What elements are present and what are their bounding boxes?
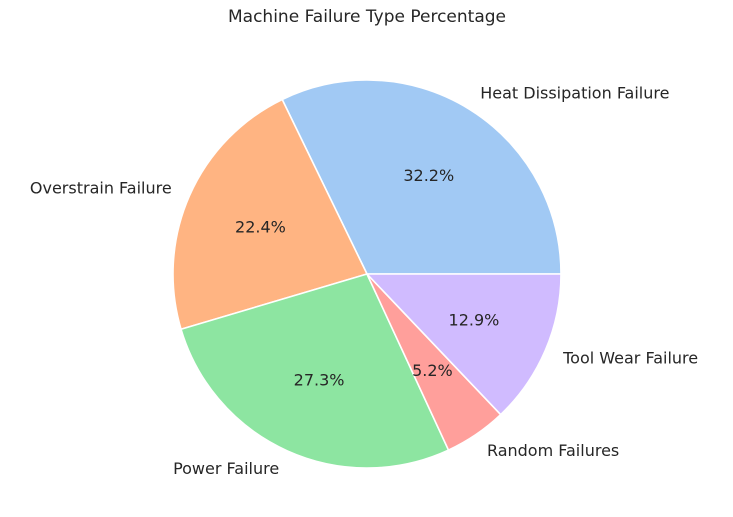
slice-label-random-failures: Random Failures	[487, 441, 619, 460]
slice-overstrain-failure	[172, 98, 368, 331]
pct-label-tool-wear-failure: 12.9%	[449, 310, 500, 329]
pct-label-heat-dissipation-failure: 32.2%	[403, 166, 454, 185]
slice-label-overstrain-failure: Overstrain Failure	[30, 179, 172, 198]
slice-label-heat-dissipation-failure: Heat Dissipation Failure	[480, 84, 669, 103]
slice-tool-wear-failure	[366, 273, 562, 416]
slice-label-power-failure: Power Failure	[173, 459, 279, 478]
chart-title: Machine Failure Type Percentage	[228, 7, 506, 27]
pct-label-overstrain-failure: 22.4%	[235, 218, 286, 237]
slice-heat-dissipation-failure	[281, 79, 562, 275]
slice-power-failure	[180, 273, 450, 469]
pct-label-power-failure: 27.3%	[294, 371, 345, 390]
slice-label-tool-wear-failure: Tool Wear Failure	[562, 349, 698, 368]
pie-slices	[172, 79, 562, 469]
pct-label-random-failures: 5.2%	[412, 361, 453, 380]
pie-labels: 32.2% Heat Dissipation Failure 22.4% Overst…	[30, 84, 698, 478]
